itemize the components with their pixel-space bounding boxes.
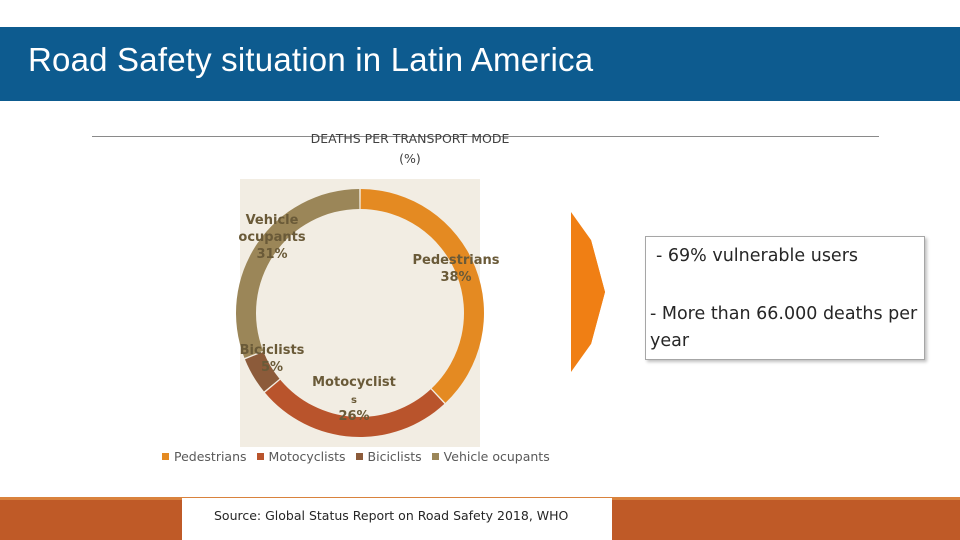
legend-label-pedestrians: Pedestrians <box>174 448 247 464</box>
slide-title: Road Safety situation in Latin America <box>28 41 594 78</box>
legend-item-vehicle-ocupants: Vehicle ocupants <box>431 448 550 464</box>
slice-biciclists <box>244 351 280 392</box>
slice-label-vehicle-ocupants: Vehicle ocupants 31% <box>238 213 305 262</box>
slice-vehicle-ocupants <box>236 189 360 358</box>
source-box: Source: Global Status Report on Road Saf… <box>182 498 612 540</box>
slice-pedestrians <box>360 189 484 403</box>
info-box: - 69% vulnerable users - More than 66.00… <box>645 236 925 360</box>
title-bar: Road Safety situation in Latin America <box>0 27 960 101</box>
chart-subtitle-text: (%) <box>399 151 421 166</box>
divider-line <box>92 136 879 137</box>
legend-item-pedestrians: Pedestrians <box>162 449 247 464</box>
source-text: Source: Global Status Report on Road Saf… <box>214 508 569 523</box>
slice-label-biciclists: Biciclists 5% <box>240 343 305 375</box>
arrow-right-icon <box>571 212 609 376</box>
info-deaths-per-year: - More than 66.000 deaths per year <box>650 304 918 351</box>
legend-swatch-motocyclists <box>256 452 264 460</box>
chart-title: DEATHS PER TRANSPORT MODE (%) <box>270 129 550 169</box>
legend-label-vehicle-ocupants: Vehicle ocupants <box>443 448 550 464</box>
chart-legend: Pedestrians Motocyclists Biciclists Vehi… <box>162 446 550 466</box>
slice-motocyclists <box>264 379 445 437</box>
legend-item-motocyclists: Motocyclists <box>256 448 346 464</box>
legend-swatch-pedestrians <box>162 452 169 460</box>
slice-label-pedestrians: Pedestrians 38% <box>412 253 499 285</box>
legend-swatch-biciclists <box>355 452 363 460</box>
slice-label-motocyclists: Motocyclist s 26% <box>312 375 396 424</box>
legend-label-biciclists: Biciclists <box>367 448 422 464</box>
legend-swatch-vehicle-ocupants <box>431 452 439 460</box>
legend-label-motocyclists: Motocyclists <box>268 448 346 464</box>
legend-item-biciclists: Biciclists <box>355 448 422 464</box>
info-vulnerable-users: - 69% vulnerable users <box>656 246 859 266</box>
chart-title-text: DEATHS PER TRANSPORT MODE <box>310 131 510 146</box>
